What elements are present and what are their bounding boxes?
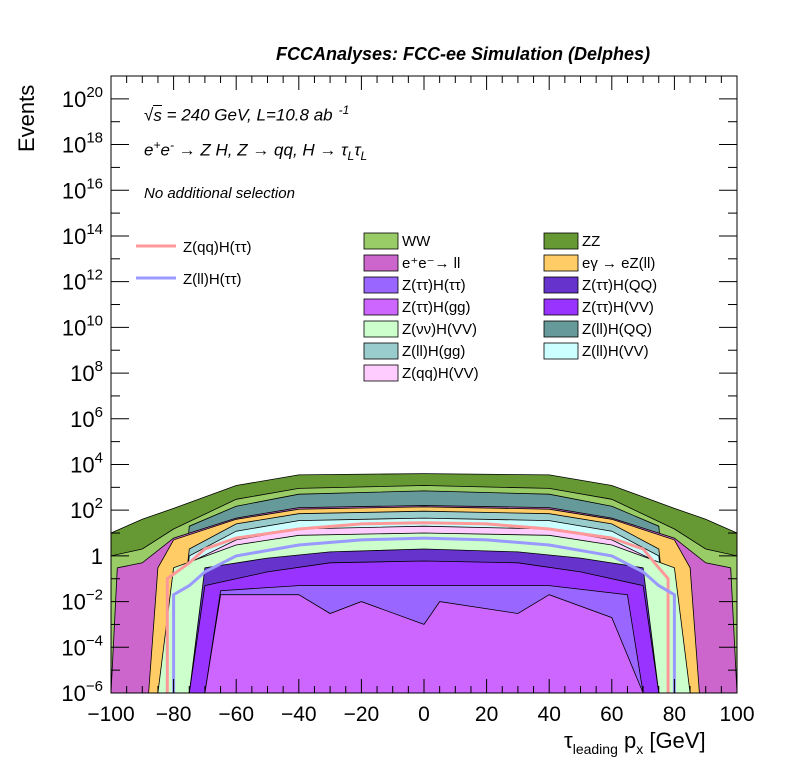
legend-fill-swatch: [363, 320, 399, 338]
x-tick-label: 0: [418, 703, 430, 726]
legend-fill-swatch: [363, 276, 399, 294]
legend-fill-swatch: [543, 342, 579, 360]
legend-fill-swatch: [543, 232, 579, 250]
legend-fill-swatch: [363, 364, 399, 382]
x-tick-label: −40: [281, 703, 317, 726]
x-tick-label: 20: [475, 703, 498, 726]
sqrt-sign: √: [144, 105, 154, 125]
legend-fill-label: Z(ll)H(QQ): [582, 321, 652, 338]
x-label-sub: leading: [572, 741, 618, 757]
x-tick-label: −80: [156, 703, 192, 726]
process-sub1: L: [347, 149, 355, 164]
y-tick-label: 1012: [62, 267, 103, 295]
x-axis-label: τleading px [GeV]: [564, 728, 706, 757]
x-tick-label: 80: [663, 703, 686, 726]
process-annotation: e+e- → Z H, Z → qq, H → τLτL: [144, 138, 367, 163]
x-tick-label: 100: [719, 703, 754, 726]
process-e1: e: [144, 140, 154, 160]
legend-fill-label: WW: [402, 233, 431, 250]
y-axis-label: Events: [14, 84, 39, 152]
legend-fill-swatch: [543, 254, 579, 272]
legend-line-label: Z(ll)H(ττ): [183, 271, 242, 288]
header-title: FCCAnalyses: FCC-ee Simulation (Delphes): [276, 44, 651, 64]
process-sub2: L: [360, 149, 368, 164]
process-tau2: τ: [354, 140, 361, 160]
legend: Z(qq)H(ττ) Z(ll)H(ττ) WW ZZ e⁺e⁻→ ll eγ → eZ(…: [136, 232, 657, 382]
legend-fill-label: Z(ττ)H(QQ): [582, 277, 657, 294]
x-label-p: p: [617, 728, 637, 753]
y-tick-label: 10−2: [61, 587, 103, 615]
line-series-1: [165, 521, 670, 693]
y-tick-label: 108: [70, 358, 103, 386]
stack-zhgg: [111, 594, 737, 694]
lumi-exponent: -1: [338, 103, 350, 117]
legend-fill-swatch: [363, 254, 399, 272]
legend-fill-label: Z(νν)H(VV): [402, 321, 477, 338]
x-tick-label: −100: [87, 703, 134, 726]
selection-annotation: No additional selection: [144, 185, 295, 202]
y-tick-label: 10−4: [61, 632, 103, 660]
legend-fill-label: Z(ττ)H(gg): [402, 299, 471, 316]
y-tick-label: 1016: [62, 175, 103, 203]
process-plus: +: [153, 138, 161, 152]
y-tick-label: 1010: [62, 312, 103, 340]
axis-ticks: −100 −80 −60 −40 −20 0 20 40 60 80 100 10−6 10−4 10−2…: [61, 76, 755, 726]
x-label-x: x: [636, 741, 644, 757]
x-label-tau: τ: [564, 728, 573, 753]
process-minus: -: [169, 138, 174, 152]
energy-annotation: √s = 240 GeV, L=10.8 ab -1: [144, 103, 349, 126]
legend-fill-label: ZZ: [582, 233, 600, 250]
x-label-unit: [GeV]: [643, 728, 706, 753]
line-series-2: [172, 536, 676, 693]
y-tick-label: 1014: [62, 221, 103, 249]
y-tick-label: 1: [91, 544, 103, 569]
y-tick-label: 1020: [62, 84, 103, 112]
legend-fill-swatch: [363, 298, 399, 316]
x-tick-label: 40: [538, 703, 561, 726]
process-e2: e: [160, 140, 170, 160]
x-tick-label: 60: [600, 703, 623, 726]
legend-fill-swatch: [543, 276, 579, 294]
legend-fill-swatch: [543, 320, 579, 338]
legend-fill-label: e⁺e⁻→ ll: [402, 255, 460, 272]
y-tick-label: 106: [70, 404, 103, 432]
x-tick-label: −20: [344, 703, 380, 726]
legend-fill-label: eγ → eZ(ll): [582, 255, 655, 272]
legend-fill-swatch: [363, 232, 399, 250]
legend-fill-label: Z(ll)H(gg): [402, 343, 465, 360]
legend-line-label: Z(qq)H(ττ): [183, 239, 252, 256]
process-text: → Z H, Z → qq, H → τ: [173, 140, 348, 160]
y-tick-label: 102: [70, 495, 103, 523]
legend-fill-swatch: [363, 342, 399, 360]
y-tick-label: 1018: [62, 130, 103, 158]
legend-fill-label: Z(ll)H(VV): [582, 343, 649, 360]
legend-fill-label: Z(qq)H(VV): [402, 365, 479, 382]
energy-s: s: [153, 104, 162, 125]
legend-fill-label: Z(ττ)H(VV): [582, 299, 654, 316]
stack-area: [110, 473, 738, 694]
y-tick-label: 10−6: [61, 678, 103, 706]
legend-fill-swatch: [543, 298, 579, 316]
x-tick-label: −60: [218, 703, 254, 726]
energy-text: = 240 GeV, L=10.8 ab: [161, 105, 333, 125]
y-tick-label: 104: [70, 449, 103, 477]
line-series: [165, 521, 676, 693]
legend-fill-label: Z(ττ)H(ττ): [402, 277, 466, 294]
